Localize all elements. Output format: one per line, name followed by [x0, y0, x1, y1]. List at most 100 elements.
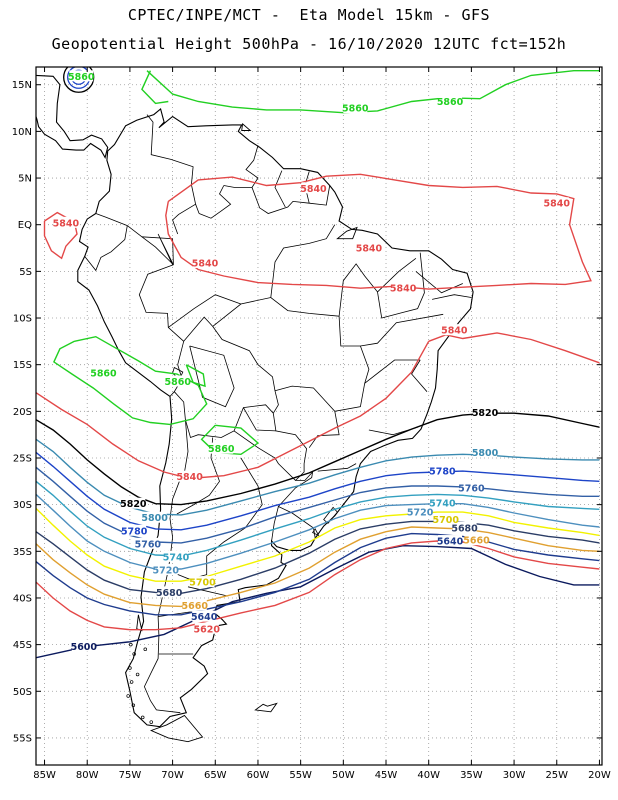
lat-tick-label: 20S: [13, 407, 32, 418]
lat-tick-label: 10S: [13, 314, 32, 325]
lat-tick-label: 5S: [19, 267, 32, 278]
lat-tick-label: 40S: [13, 593, 32, 604]
contour-label-5740: 5740: [429, 498, 456, 509]
contour-layer: [36, 67, 600, 659]
contour-label-bg: [473, 446, 498, 458]
contour-label-5840: 5840: [176, 472, 203, 483]
contour-label-bg: [442, 324, 467, 336]
contour-label-bg: [153, 563, 178, 575]
contour-5860: [185, 364, 206, 388]
country-border: [95, 213, 174, 266]
country-border: [277, 470, 316, 539]
contour-label-bg: [121, 497, 146, 509]
contour-label-bg: [190, 576, 215, 588]
contour-label-5680: 5680: [451, 523, 478, 534]
contour-label-5860: 5860: [68, 72, 95, 83]
contour-label-5780: 5780: [121, 526, 148, 537]
country-border: [368, 426, 418, 436]
contour-label-bg: [464, 534, 489, 546]
lat-tick-label: EQ: [18, 220, 32, 231]
contour-label-bg: [430, 465, 455, 477]
contour-label-5860: 5860: [342, 104, 369, 115]
lon-tick-label: 20W: [588, 770, 611, 781]
contour-label-5760: 5760: [458, 483, 485, 494]
contour-label-bg: [53, 216, 78, 228]
contour-label-5780: 5780: [429, 467, 456, 478]
contour-5660: [36, 526, 600, 608]
contour-5860: [141, 70, 169, 105]
contour-label-bg: [142, 511, 167, 523]
contour-label-bg: [165, 375, 190, 387]
coastal-island: [132, 652, 136, 656]
contour-5640: [36, 532, 600, 616]
country-border: [212, 297, 340, 327]
contour-label-bg: [192, 610, 217, 622]
contour-5780: [36, 451, 600, 531]
contour-label-bg: [71, 640, 96, 652]
country-border: [364, 359, 421, 384]
coastline-layer: [36, 74, 474, 743]
island-coastline: [149, 714, 204, 743]
island-coastline: [136, 614, 143, 632]
lat-tick-label: 55S: [13, 733, 32, 744]
contour-label-bg: [135, 537, 160, 549]
lat-tick-label: 25S: [13, 453, 32, 464]
country-border: [377, 257, 417, 293]
contour-5860: [200, 424, 260, 456]
contour-5820: [36, 412, 600, 506]
contour-label-5720: 5720: [153, 565, 180, 576]
country-border: [274, 252, 425, 412]
country-border: [432, 294, 472, 300]
low-center-ring: [63, 67, 95, 93]
coastal-island: [131, 703, 136, 708]
country-border: [168, 294, 242, 328]
country-border: [176, 437, 220, 515]
contour-label-5660: 5660: [182, 601, 209, 612]
contour-5620: [36, 540, 600, 631]
coastal-island: [129, 680, 134, 684]
coastal-island: [128, 666, 132, 670]
coastal-island: [135, 672, 140, 677]
lon-tick-label: 25W: [545, 770, 568, 781]
contour-5840: [36, 340, 430, 480]
contour-label-bg: [408, 506, 433, 518]
contour-5720: [36, 493, 600, 570]
contour-label-bg: [438, 95, 463, 107]
contour-label-5840: 5840: [390, 284, 417, 295]
lon-tick-label: 70W: [161, 770, 184, 781]
island-coastline: [254, 702, 278, 713]
lon-tick-label: 55W: [289, 770, 312, 781]
lon-tick-label: 35W: [460, 770, 483, 781]
contour-label-5620: 5620: [194, 624, 221, 635]
country-border: [317, 463, 357, 472]
contour-label-bg: [182, 599, 207, 611]
country-border: [141, 236, 174, 265]
contour-5860: [53, 335, 208, 426]
axis-ticks: 15N 10N 5N EQ 5S 10S 15S 20S 25S 30S 35S 40S 45S 50S 5…: [12, 67, 611, 781]
contour-label-bg: [459, 481, 484, 493]
contour-5680: [36, 520, 600, 595]
contour-label-bg: [544, 197, 569, 209]
contour-5760: [36, 466, 600, 544]
chart-title-line-1: CPTEC/INPE/MCT - Eta Model 15km - GFS: [127, 6, 491, 24]
contour-label-bg: [157, 586, 182, 598]
contour-label-5800: 5800: [472, 448, 499, 459]
contour-label-bg: [194, 622, 219, 634]
contour-label-bg: [122, 524, 147, 536]
country-border: [233, 413, 308, 481]
contour-label-bg: [343, 102, 368, 114]
country-border: [172, 203, 196, 235]
contour-label-bg: [391, 282, 416, 294]
contour-label-5740: 5740: [163, 552, 190, 563]
country-border: [183, 316, 279, 414]
contour-label-bg: [301, 182, 326, 194]
lon-tick-label: 45W: [375, 770, 398, 781]
contour-label-5700: 5700: [189, 578, 216, 589]
country-border: [223, 185, 252, 188]
lat-tick-label: 15N: [12, 80, 32, 91]
contour-label-5820: 5820: [472, 408, 499, 419]
contour-label-bg: [177, 470, 202, 482]
contour-label-bg: [69, 70, 94, 82]
lat-tick-label: 50S: [13, 687, 32, 698]
coastal-island: [149, 720, 153, 724]
